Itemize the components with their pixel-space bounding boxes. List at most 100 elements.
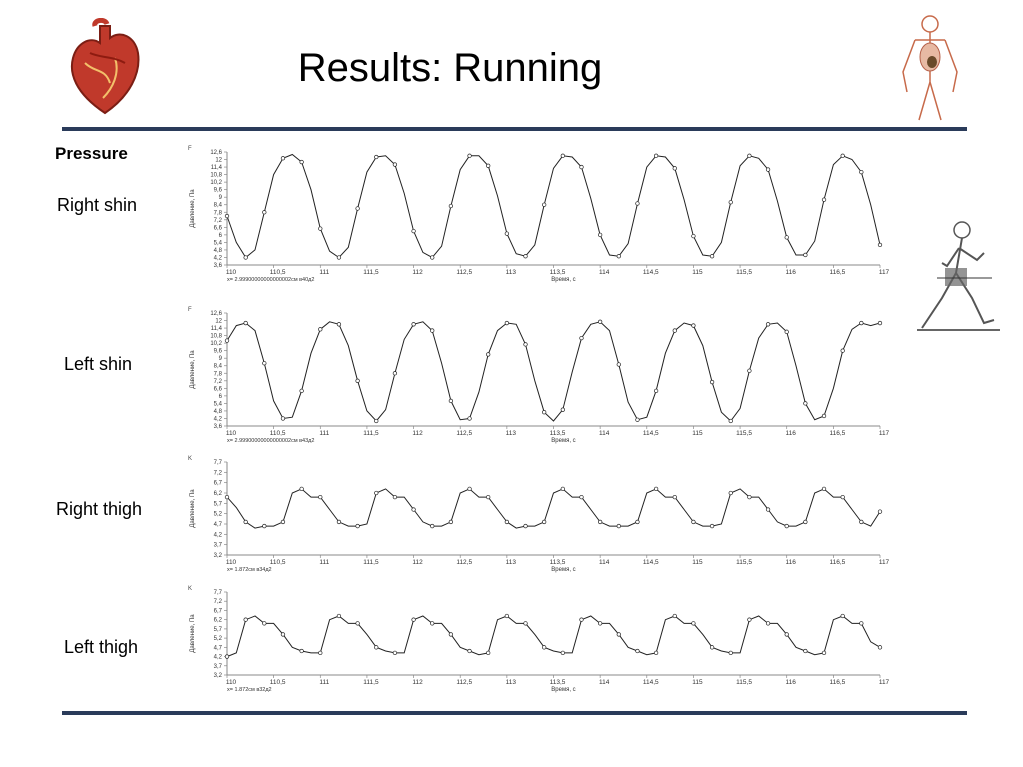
y-axis-label: Давление, Па: [190, 350, 196, 389]
data-point: [262, 361, 267, 366]
data-point: [597, 519, 603, 525]
axes: [226, 313, 880, 427]
y-tick-label: 6,2: [214, 491, 223, 497]
data-point: [579, 494, 584, 500]
data-point: [224, 654, 230, 659]
x-tick-label: 112,5: [456, 430, 472, 437]
x-tick-label: 115: [692, 559, 703, 566]
y-tick-label: 4,8: [214, 248, 223, 254]
data-point: [784, 235, 789, 240]
y-tick-label: 5,7: [214, 627, 223, 633]
x-tick-label: 114: [599, 269, 610, 276]
data-point: [318, 494, 323, 500]
x-tick-label: 113,5: [550, 559, 566, 566]
page-title: Results: Running: [297, 46, 603, 90]
x-tick-label: 111,5: [363, 679, 379, 686]
x-tick-label: 116,5: [829, 269, 845, 276]
data-point: [467, 648, 472, 654]
data-point: [486, 650, 491, 656]
data-point: [467, 416, 472, 421]
pressure-label: Pressure: [55, 144, 128, 163]
y-tick-label: 7,2: [214, 218, 223, 224]
y-tick-label: 9: [219, 356, 223, 362]
data-point: [803, 401, 808, 406]
y-tick-label: 3,7: [214, 664, 223, 670]
data-point: [411, 507, 416, 512]
y-tick-label: 10,2: [210, 341, 222, 347]
data-point: [765, 507, 771, 512]
x-tick-label: 110: [226, 679, 237, 686]
data-point: [392, 494, 398, 500]
x-tick-label: 116,5: [829, 559, 845, 566]
row-label-right-thigh: Right thigh: [56, 499, 143, 519]
x-tick-label: 111,5: [363, 559, 379, 566]
x-tick-label: 110,5: [270, 559, 286, 566]
data-point: [467, 153, 472, 158]
x-tick-label: 113: [506, 269, 517, 276]
x-tick-label: 113: [506, 559, 517, 566]
x-tick-label: 116,5: [829, 679, 845, 686]
data-point: [430, 621, 435, 626]
x-tick-label: 110: [226, 559, 237, 566]
data-point: [821, 486, 827, 492]
x-tick-label: 114: [599, 679, 610, 686]
data-point: [747, 368, 752, 373]
row-label-right-shin: Right shin: [57, 195, 138, 215]
data-point: [747, 153, 752, 158]
data-point: [821, 413, 827, 419]
chart-footer: x= 2.99900000000000002см в43д2: [227, 438, 314, 444]
x-tick-label: 114,5: [643, 559, 659, 566]
y-tick-label: 10,8: [210, 173, 222, 179]
x-tick-label: 112,5: [456, 679, 472, 686]
data-point: [597, 232, 603, 238]
data-point: [299, 388, 304, 393]
y-tick-label: 4,2: [214, 255, 223, 261]
data-point: [280, 632, 286, 637]
y-tick-label: 7,7: [214, 590, 223, 596]
data-point: [859, 621, 864, 626]
y-tick-label: 9,6: [214, 188, 223, 194]
anatomy-figure-icon: [902, 15, 958, 121]
x-tick-label: 110: [226, 269, 237, 276]
data-point: [392, 371, 398, 376]
data-point: [523, 342, 528, 347]
runner-icon: [917, 221, 1000, 331]
x-tick-label: 117: [879, 269, 890, 276]
x-tick-label: 113,5: [550, 269, 566, 276]
y-tick-label: 6,7: [214, 608, 223, 614]
y-tick-label: 5,2: [214, 636, 223, 642]
x-tick-label: 113: [506, 430, 517, 437]
y-tick-label: 6: [219, 394, 223, 400]
data-point: [597, 319, 603, 324]
y-tick-label: 8,4: [214, 364, 223, 370]
data-point: [280, 156, 286, 161]
data-point: [336, 255, 342, 260]
data-point: [821, 650, 827, 656]
row-label-left-thigh: Left thigh: [64, 637, 139, 657]
data-point: [448, 632, 454, 637]
y-tick-label: 4,7: [214, 645, 223, 651]
data-point: [784, 632, 789, 637]
data-point: [859, 320, 864, 326]
axes: [226, 592, 880, 676]
y-tick-label: 6,6: [214, 386, 223, 392]
y-tick-label: 5,7: [214, 501, 223, 507]
data-point: [280, 416, 286, 421]
data-point: [877, 242, 883, 248]
y-tick-label: 7,7: [214, 460, 223, 466]
y-tick-label: 7,2: [214, 470, 223, 476]
data-point: [728, 200, 733, 205]
x-tick-label: 114: [599, 559, 610, 566]
x-tick-label: 115,5: [736, 269, 752, 276]
data-point: [299, 159, 304, 165]
data-point: [299, 486, 304, 492]
data-point: [765, 621, 771, 626]
x-tick-label: 115: [692, 430, 703, 437]
data-point: [803, 252, 808, 258]
x-tick-label: 110: [226, 430, 237, 437]
data-point: [635, 201, 640, 206]
data-point: [355, 206, 360, 211]
data-point: [616, 523, 621, 529]
data-point: [392, 162, 398, 167]
data-point: [765, 167, 771, 172]
